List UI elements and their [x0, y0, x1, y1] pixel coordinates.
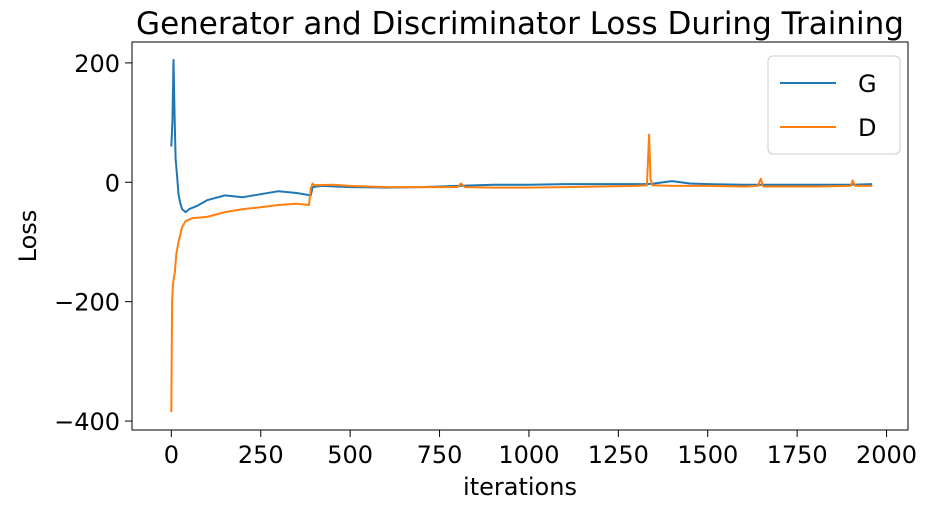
ticks-layer: 0 250 500 750 1000 1250 1500 1750 2000 −400 −200 0 2… [54, 50, 917, 469]
series-line-d [170, 133, 873, 413]
plot-area [131, 41, 909, 431]
x-axis-label: iterations [463, 473, 577, 501]
series-layer [170, 58, 873, 413]
x-tick-label: 500 [327, 441, 373, 469]
x-tick-label: 1250 [588, 441, 649, 469]
y-tick-label: −400 [54, 408, 120, 436]
legend-label-g: G [858, 70, 877, 98]
x-tick-label: 250 [238, 441, 284, 469]
y-tick-label: 200 [74, 50, 120, 78]
series-line-g [170, 58, 873, 214]
legend: GD [767, 55, 901, 155]
y-axis-label: Loss [14, 210, 42, 263]
x-tick-label: 2000 [856, 441, 917, 469]
x-tick-label: 1000 [498, 441, 559, 469]
y-tick-label: 0 [105, 169, 120, 197]
legend-box [767, 55, 901, 155]
x-tick-label: 750 [417, 441, 463, 469]
chart-title: Generator and Discriminator Loss During … [136, 6, 904, 42]
y-tick-label: −200 [54, 289, 120, 317]
x-tick-label: 1500 [677, 441, 738, 469]
x-tick-label: 0 [164, 441, 179, 469]
legend-label-d: D [858, 114, 876, 142]
x-tick-label: 1750 [767, 441, 828, 469]
plot-frame [131, 41, 909, 431]
